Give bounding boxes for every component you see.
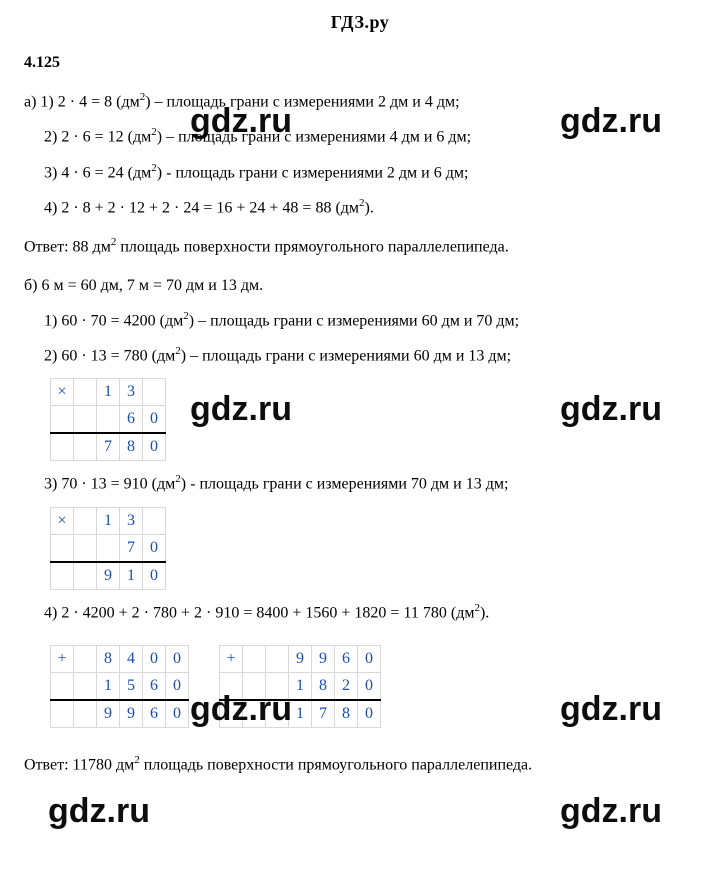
calc-60x13: ×1360780 — [50, 378, 166, 461]
part-a-line-3: 3) 4 · 6 = 24 (дм2) - площадь грани с из… — [44, 160, 696, 185]
calc-8400-plus-1560: +840015609960 — [50, 645, 189, 728]
part-b-line-3: 3) 70 · 13 = 910 (дм2) - площадь грани с… — [44, 471, 696, 496]
part-b-line-2: 2) 60 · 13 = 780 (дм2) – площадь грани с… — [44, 343, 696, 368]
part-a-line-2: 2) 2 · 6 = 12 (дм2) – площадь грани с из… — [44, 124, 696, 149]
solution-content: 4.125 а) 1) 2 · 4 = 8 (дм2) – площадь гр… — [0, 51, 720, 811]
part-a-line-1: а) 1) 2 · 4 = 8 (дм2) – площадь грани с … — [24, 89, 696, 114]
part-a-line-4: 4) 2 · 8 + 2 · 12 + 2 · 24 = 16 + 24 + 4… — [44, 195, 696, 220]
part-b-intro: б) 6 м = 60 дм, 7 м = 70 дм и 13 дм. — [24, 274, 696, 298]
part-b-line-1: 1) 60 · 70 = 4200 (дм2) – площадь грани … — [44, 308, 696, 333]
part-b-answer: Ответ: 11780 дм2 площадь поверхности пря… — [24, 752, 696, 777]
part-b-line-4: 4) 2 · 4200 + 2 · 780 + 2 · 910 = 8400 +… — [44, 600, 696, 625]
calc-9960-plus-1820: +9960182011780 — [219, 645, 381, 728]
calc-sum-row: +840015609960 +9960182011780 — [24, 635, 696, 738]
calc-70x13: ×1370910 — [50, 507, 166, 590]
part-a-answer: Ответ: 88 дм2 площадь поверхности прямоу… — [24, 234, 696, 259]
site-header: ГДЗ.ру — [0, 0, 720, 41]
problem-number: 4.125 — [24, 51, 696, 75]
